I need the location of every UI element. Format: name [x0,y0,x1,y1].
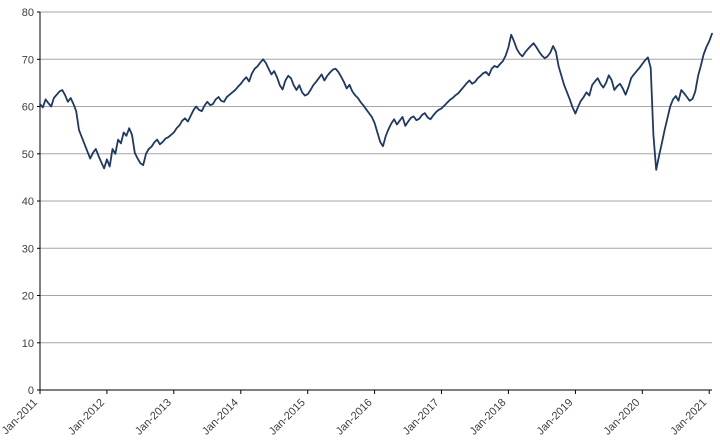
y-axis-tick-label: 30 [22,243,34,255]
x-axis-tick-label: Jan-2019 [535,397,576,438]
y-axis-tick-label: 40 [22,196,34,208]
x-axis-tick-label: Jan-2015 [267,397,308,438]
y-axis-tick-label: 50 [22,149,34,161]
x-axis-tick-label: Jan-2018 [468,397,509,438]
y-axis-tick-label: 0 [28,385,34,397]
x-axis-tick-label: Jan-2016 [334,397,375,438]
y-axis-tick-label: 20 [22,291,34,303]
x-axis-tick-label: Jan-2012 [66,397,107,438]
y-axis-tick-label: 80 [22,7,34,19]
y-axis-tick-label: 10 [22,338,34,350]
x-axis-tick-label: Jan-2011 [0,397,40,437]
y-axis-tick-label: 60 [22,102,34,114]
x-axis-tick-label: Jan-2014 [200,397,241,438]
x-axis-tick-label: Jan-2021 [668,397,709,438]
x-axis-tick-label: Jan-2017 [401,397,442,438]
series-line [39,32,713,171]
x-axis-tick-label: Jan-2020 [601,397,642,438]
x-axis-tick-label: Jan-2013 [133,397,174,438]
y-axis-tick-label: 70 [22,54,34,66]
